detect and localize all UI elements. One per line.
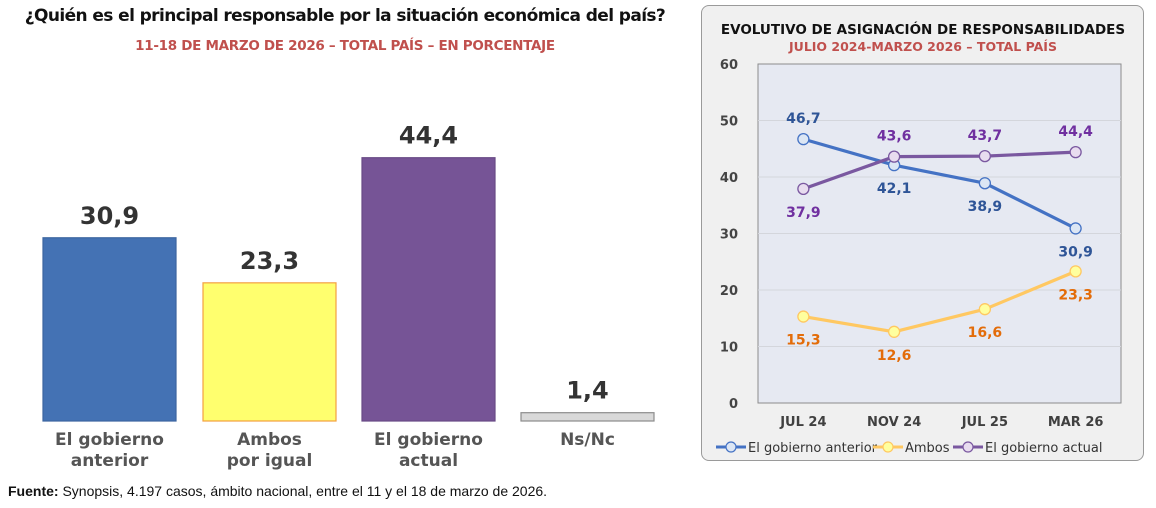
series-0-data-label-2: 38,9 <box>968 199 1003 215</box>
y-tick-label-30: 30 <box>720 228 738 243</box>
series-line-0 <box>802 137 1077 230</box>
bar-chart-subtitle: 11-18 DE MARZO DE 2026 – TOTAL PAÍS – EN… <box>135 38 555 54</box>
x-tick-label-0: JUL 24 <box>779 415 826 430</box>
bar-value-label-1: 23,3 <box>240 247 299 275</box>
series-1-point-2 <box>978 303 992 316</box>
series-0-point-3 <box>1069 222 1082 235</box>
series-2-point-0 <box>797 182 810 196</box>
bar-chart-title: ¿Quién es el principal responsable por l… <box>24 6 666 26</box>
bar-category-label-0-1: anterior <box>71 451 149 471</box>
bar-value-label-3: 1,4 <box>566 377 609 405</box>
series-1-point-0 <box>797 310 810 323</box>
bar-value-label-0: 30,9 <box>80 202 139 230</box>
x-tick-label-3: MAR 26 <box>1048 415 1104 430</box>
series-1-point-3 <box>1069 265 1082 278</box>
series-0-point-0 <box>797 132 810 146</box>
bar-category-label-1-1: por igual <box>227 451 313 471</box>
bar-0 <box>42 237 177 422</box>
series-1-data-label-2: 16,6 <box>968 325 1003 341</box>
source-note: Fuente: Synopsis, 4.197 casos, ámbito na… <box>8 483 547 499</box>
series-2-point-2 <box>978 149 992 163</box>
source-label: Fuente: <box>8 483 59 499</box>
series-2-point-3 <box>1069 145 1082 159</box>
series-1-point-1 <box>887 325 901 338</box>
y-tick-label-10: 10 <box>720 341 738 356</box>
bar-1 <box>202 282 337 422</box>
series-0-data-label-3: 30,9 <box>1058 244 1093 260</box>
series-2-data-label-3: 44,4 <box>1058 124 1093 140</box>
bar-category-label-0-0: El gobierno <box>55 430 164 450</box>
line-chart: EVOLUTIVO DE ASIGNACIÓN DE RESPONSABILID… <box>716 20 1125 456</box>
series-line-2 <box>802 150 1076 191</box>
y-tick-label-50: 50 <box>720 115 738 130</box>
legend-marker-1 <box>882 441 894 453</box>
bar-2 <box>361 157 496 422</box>
x-tick-label-1: NOV 24 <box>867 415 921 430</box>
series-1-data-label-3: 23,3 <box>1058 287 1093 303</box>
legend-label-0: El gobierno anterior <box>748 441 878 456</box>
y-tick-label-0: 0 <box>729 397 738 412</box>
series-2-data-label-2: 43,7 <box>968 128 1003 144</box>
y-tick-label-40: 40 <box>720 171 738 186</box>
series-line-1 <box>803 269 1077 334</box>
legend-label-2: El gobierno actual <box>985 441 1103 456</box>
y-tick-label-60: 60 <box>720 58 738 73</box>
line-chart-subtitle: JULIO 2024-MARZO 2026 – TOTAL PAÍS <box>788 39 1057 54</box>
series-0-point-2 <box>978 177 992 190</box>
x-tick-label-2: JUL 25 <box>961 415 1008 430</box>
legend-marker-0 <box>725 441 737 453</box>
series-1-data-label-0: 15,3 <box>786 333 821 349</box>
series-2-data-label-0: 37,9 <box>786 205 821 221</box>
bar-value-label-2: 44,4 <box>399 122 458 150</box>
series-0-data-label-1: 42,1 <box>877 181 912 197</box>
bar-category-label-3-0: Ns/Nc <box>560 430 615 450</box>
source-text: Synopsis, 4.197 casos, ámbito nacional, … <box>58 483 548 499</box>
series-2-point-1 <box>887 150 901 163</box>
line-chart-panel: EVOLUTIVO DE ASIGNACIÓN DE RESPONSABILID… <box>701 5 1144 461</box>
y-tick-label-20: 20 <box>720 284 738 299</box>
series-0-data-label-0: 46,7 <box>786 111 821 127</box>
series-1-data-label-1: 12,6 <box>877 348 912 364</box>
bar-3 <box>520 412 655 422</box>
legend-marker-2 <box>962 441 974 453</box>
bar-category-label-1-0: Ambos <box>237 430 302 450</box>
bar-category-label-2-1: actual <box>399 451 458 471</box>
bar-category-label-2-0: El gobierno <box>374 430 483 450</box>
line-chart-title: EVOLUTIVO DE ASIGNACIÓN DE RESPONSABILID… <box>721 20 1125 38</box>
legend-label-1: Ambos <box>905 441 950 456</box>
series-2-data-label-1: 43,6 <box>877 129 912 145</box>
